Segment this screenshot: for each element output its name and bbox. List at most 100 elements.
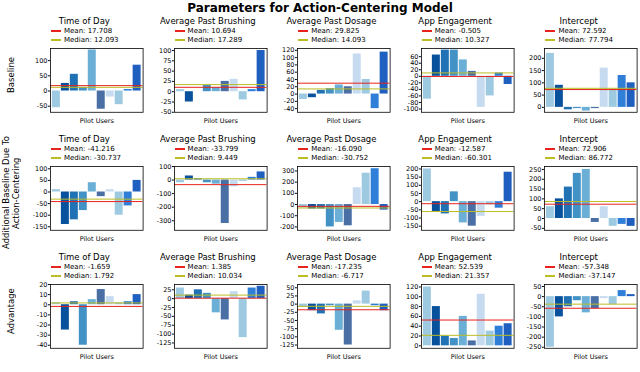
svg-text:-30: -30: [37, 331, 48, 339]
svg-text:Pilot Users: Pilot Users: [327, 235, 362, 243]
svg-text:-150: -150: [33, 223, 48, 231]
svg-text:-100: -100: [280, 333, 295, 341]
svg-text:50: 50: [534, 91, 542, 99]
svg-text:100: 100: [529, 79, 541, 87]
svg-text:80: 80: [410, 303, 418, 311]
svg-text:-100: -100: [156, 190, 171, 198]
svg-text:-100: -100: [33, 211, 48, 219]
svg-text:Pilot Users: Pilot Users: [327, 117, 362, 125]
svg-text:100: 100: [159, 47, 171, 55]
svg-text:-50: -50: [37, 200, 48, 208]
svg-text:50: 50: [410, 190, 418, 198]
svg-text:-25: -25: [160, 304, 171, 312]
svg-text:-100: -100: [404, 214, 419, 222]
svg-text:-40: -40: [37, 341, 48, 349]
svg-text:-50: -50: [160, 312, 171, 320]
svg-text:Pilot Users: Pilot Users: [203, 235, 238, 243]
svg-text:50: 50: [534, 205, 542, 213]
svg-text:-50: -50: [531, 224, 542, 232]
svg-text:60: 60: [410, 53, 418, 61]
svg-text:0: 0: [538, 293, 542, 301]
svg-text:50: 50: [286, 284, 294, 292]
svg-text:Pilot Users: Pilot Users: [203, 353, 238, 361]
svg-text:-150: -150: [527, 323, 542, 331]
svg-text:Pilot Users: Pilot Users: [451, 235, 486, 243]
svg-text:100: 100: [406, 181, 418, 189]
svg-text:100: 100: [529, 195, 541, 203]
svg-text:150: 150: [529, 185, 541, 193]
svg-text:40: 40: [286, 76, 294, 84]
svg-text:0: 0: [43, 301, 47, 309]
svg-text:0: 0: [414, 342, 418, 350]
svg-text:-10: -10: [37, 311, 48, 319]
svg-text:0: 0: [538, 215, 542, 223]
svg-text:75: 75: [163, 57, 171, 65]
svg-text:-50: -50: [408, 206, 419, 214]
svg-text:0: 0: [290, 300, 294, 308]
svg-text:100: 100: [35, 165, 47, 173]
svg-text:200: 200: [406, 165, 418, 173]
svg-text:Pilot Users: Pilot Users: [574, 353, 609, 361]
svg-text:0: 0: [167, 295, 171, 303]
svg-text:Pilot Users: Pilot Users: [574, 235, 609, 243]
svg-text:-50: -50: [531, 303, 542, 311]
svg-text:100: 100: [406, 293, 418, 301]
svg-text:-250: -250: [527, 343, 542, 351]
svg-text:150: 150: [406, 173, 418, 181]
svg-text:50: 50: [39, 176, 47, 184]
svg-text:200: 200: [529, 175, 541, 183]
svg-text:-40: -40: [284, 105, 295, 113]
svg-text:0: 0: [43, 87, 47, 95]
svg-text:-100: -100: [280, 212, 295, 220]
svg-text:Pilot Users: Pilot Users: [451, 117, 486, 125]
svg-text:100: 100: [282, 54, 294, 62]
svg-text:20: 20: [410, 332, 418, 340]
svg-text:-200: -200: [280, 223, 295, 231]
svg-text:20: 20: [286, 83, 294, 91]
svg-text:Pilot Users: Pilot Users: [80, 353, 115, 361]
svg-text:0: 0: [290, 201, 294, 209]
svg-text:25: 25: [286, 292, 294, 300]
svg-text:120: 120: [282, 46, 294, 54]
svg-text:-50: -50: [284, 317, 295, 325]
svg-text:-20: -20: [37, 321, 48, 329]
svg-text:-125: -125: [156, 339, 171, 347]
svg-text:150: 150: [529, 67, 541, 75]
svg-text:Pilot Users: Pilot Users: [451, 353, 486, 361]
svg-text:-50: -50: [37, 102, 48, 110]
svg-text:-125: -125: [280, 341, 295, 349]
svg-text:-200: -200: [156, 203, 171, 211]
svg-text:0: 0: [414, 198, 418, 206]
svg-text:200: 200: [282, 178, 294, 186]
svg-text:25: 25: [163, 77, 171, 85]
svg-text:20: 20: [39, 281, 47, 289]
svg-text:Pilot Users: Pilot Users: [80, 235, 115, 243]
svg-text:Pilot Users: Pilot Users: [203, 117, 238, 125]
svg-text:25: 25: [163, 286, 171, 294]
svg-text:0: 0: [43, 188, 47, 196]
svg-text:40: 40: [410, 322, 418, 330]
svg-text:100: 100: [282, 189, 294, 197]
svg-text:-75: -75: [160, 321, 171, 329]
svg-text:300: 300: [282, 167, 294, 175]
svg-text:100: 100: [35, 57, 47, 65]
svg-text:50: 50: [39, 72, 47, 80]
svg-text:60: 60: [410, 312, 418, 320]
svg-text:-150: -150: [404, 222, 419, 230]
svg-text:0: 0: [167, 88, 171, 96]
svg-text:-75: -75: [284, 325, 295, 333]
svg-text:0: 0: [167, 176, 171, 184]
svg-text:200: 200: [529, 54, 541, 62]
svg-text:0: 0: [290, 90, 294, 98]
svg-text:50: 50: [163, 67, 171, 75]
svg-text:50: 50: [534, 283, 542, 291]
svg-text:250: 250: [529, 166, 541, 174]
svg-text:-20: -20: [284, 97, 295, 105]
svg-text:60: 60: [286, 68, 294, 76]
svg-text:10: 10: [39, 291, 47, 299]
svg-text:0: 0: [538, 103, 542, 111]
svg-text:100: 100: [159, 163, 171, 171]
svg-text:-25: -25: [284, 308, 295, 316]
svg-text:80: 80: [286, 61, 294, 69]
svg-text:-100: -100: [156, 330, 171, 338]
